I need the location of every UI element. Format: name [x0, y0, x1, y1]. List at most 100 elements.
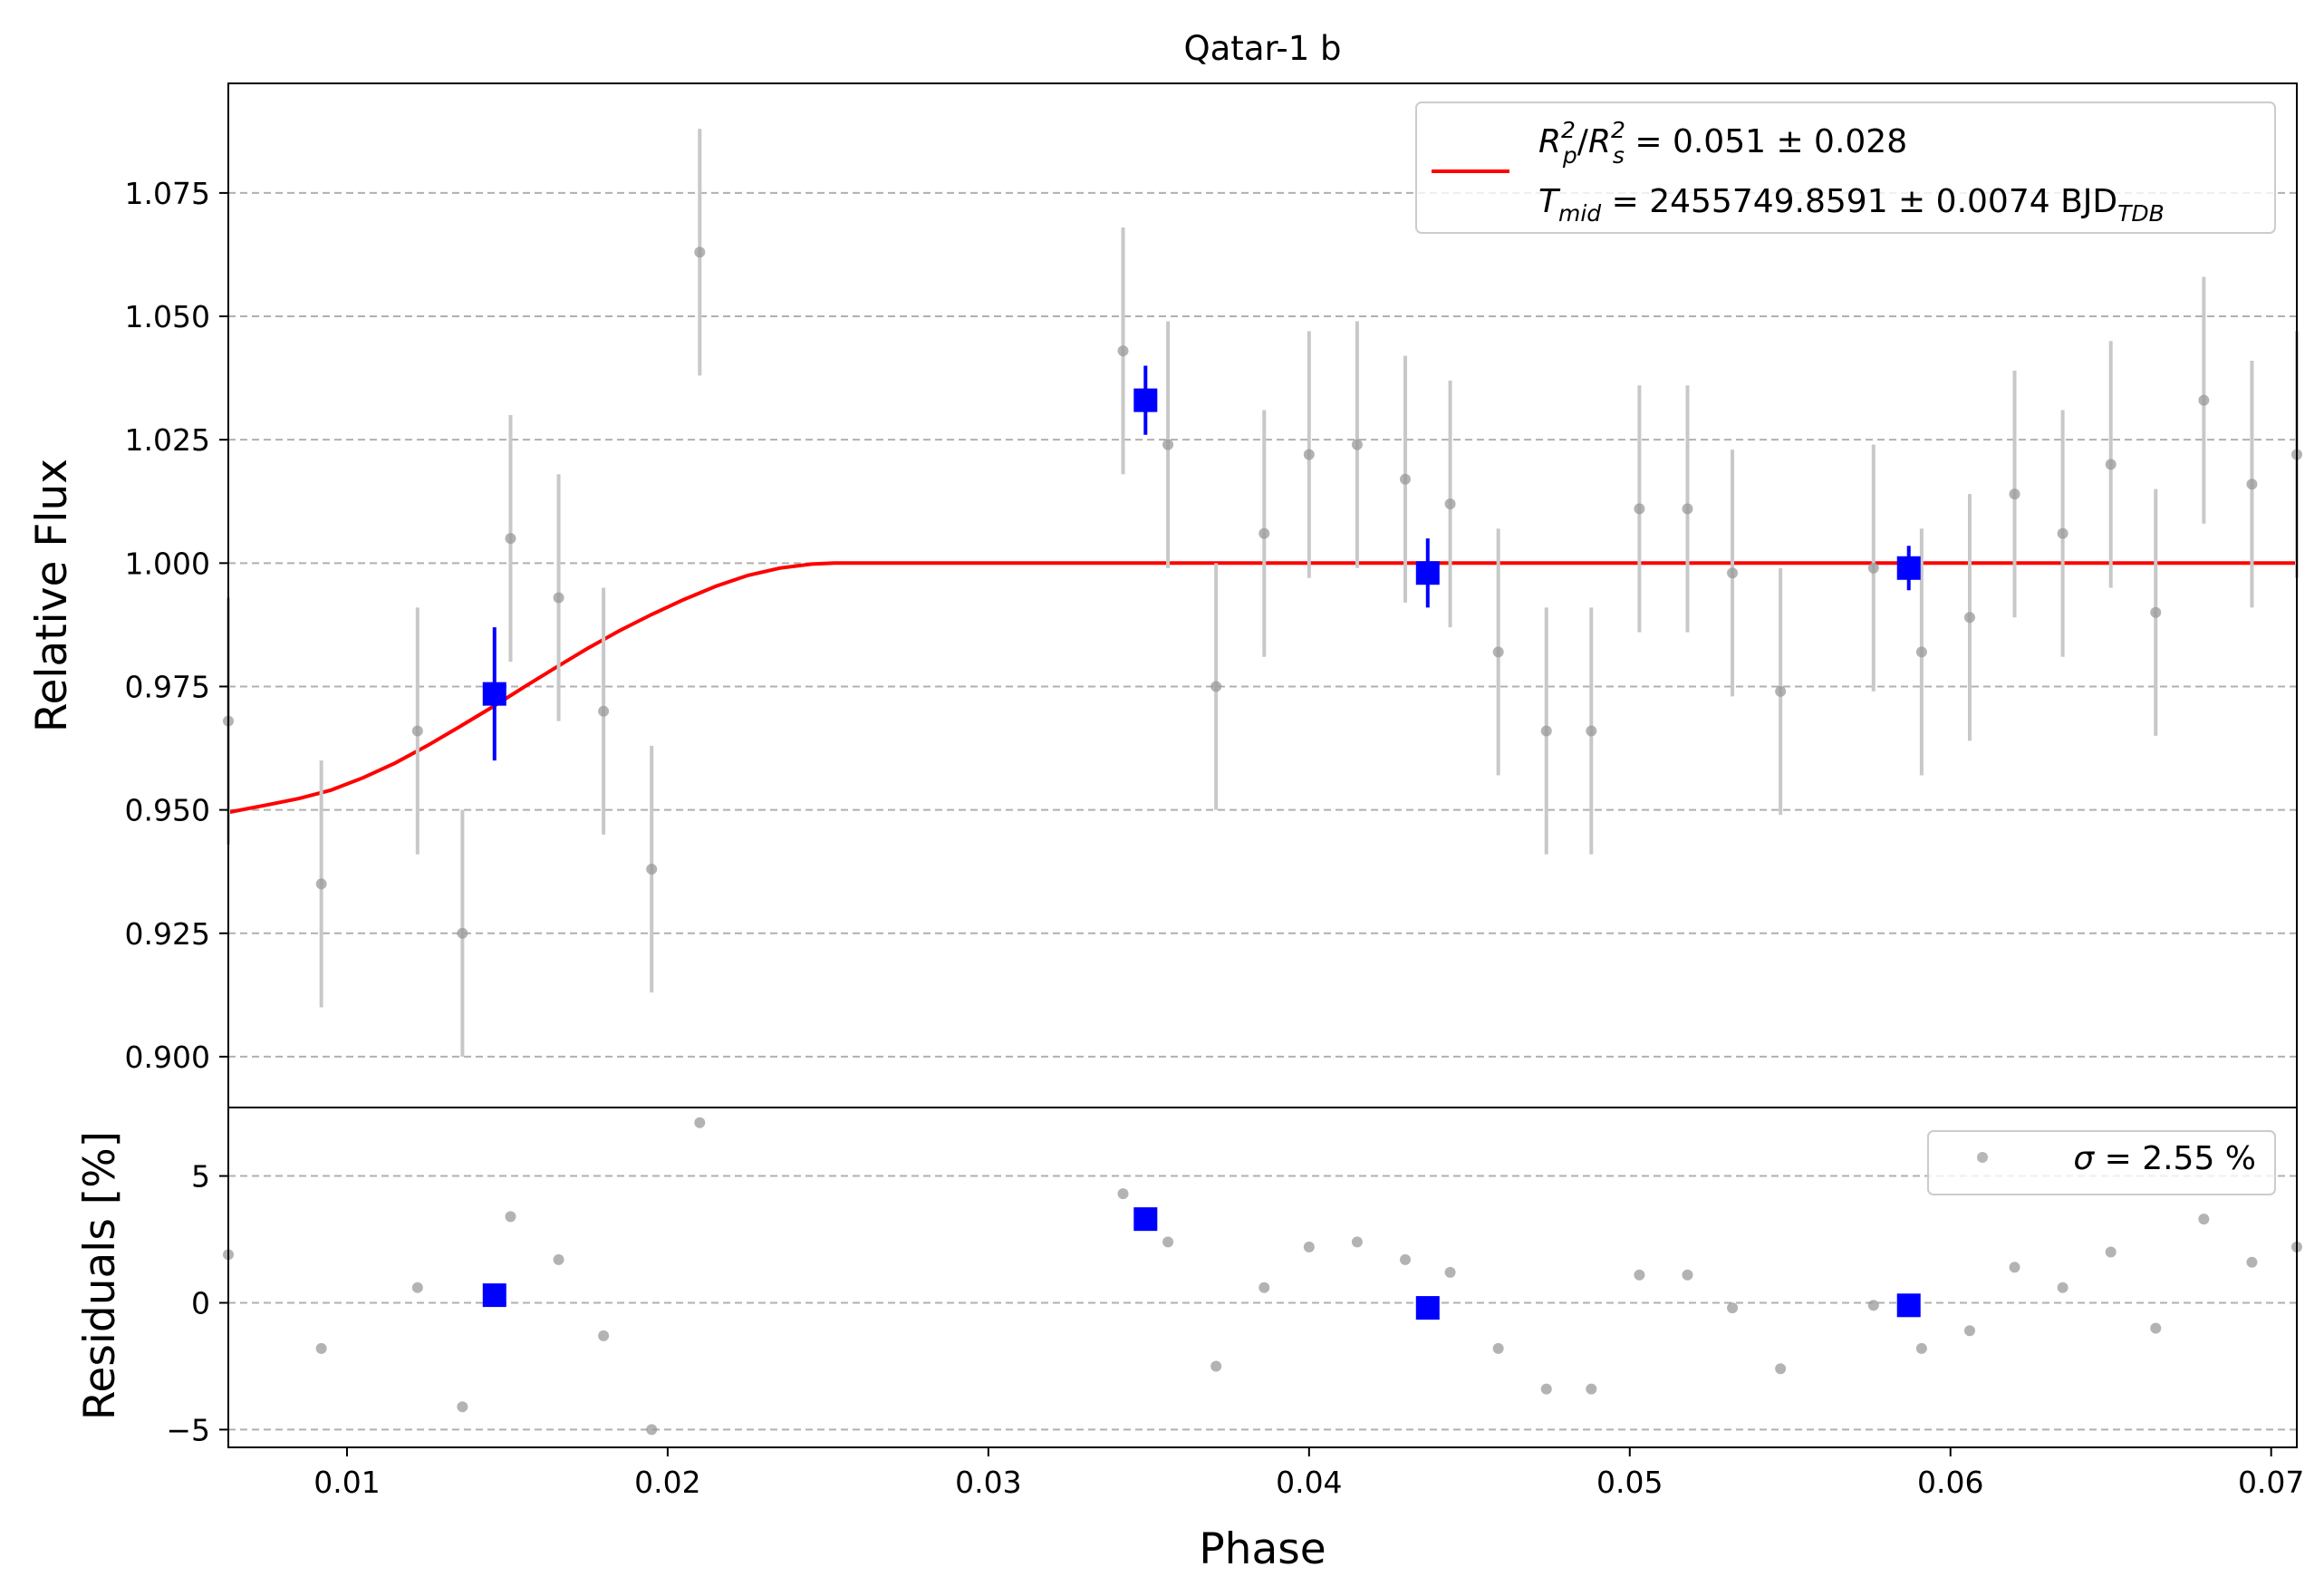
residual-point-marker: [1775, 1363, 1787, 1375]
flux-data-point: [1400, 355, 1412, 603]
flux-point-marker: [2150, 606, 2162, 618]
residual-point-marker: [1540, 1383, 1552, 1395]
flux-binned-marker: [1896, 556, 1921, 580]
flux-y-axis-label: Relative Flux: [27, 459, 77, 732]
chart-title: Qatar-1 b: [1184, 29, 1342, 68]
flux-data-point: [1586, 607, 1597, 855]
residual-point-marker: [2105, 1246, 2117, 1258]
legend-depth-value: = 0.051 ± 0.028: [1625, 123, 1907, 160]
residuals-binned-points: [482, 1207, 1921, 1320]
legend-tmid-sub: mid: [1558, 200, 1601, 227]
flux-binned-marker: [482, 682, 506, 706]
flux-point-marker: [411, 725, 423, 737]
flux-binned-point: [1133, 365, 1158, 435]
residual-point-marker: [457, 1401, 468, 1413]
flux-y-tick-label: 1.050: [125, 299, 210, 334]
flux-legend: R2 p/R2 s = 0.051 ± 0.028 Tmid = 2455749.8…: [1415, 102, 2276, 234]
legend-tmid-value: = 2455749.8591 ± 0.0074 BJD: [1601, 183, 2117, 220]
flux-data-point: [1117, 227, 1129, 475]
flux-y-tick-label: 0.925: [125, 916, 210, 952]
legend-sigma-entry: σ = 2.55 %: [2073, 1140, 2256, 1177]
flux-data-point: [2198, 276, 2210, 524]
flux-point-marker: [1963, 612, 1975, 624]
phase-x-tick-label: 0.05: [1596, 1465, 1663, 1500]
flux-point-marker: [457, 927, 468, 939]
flux-binned-points: [482, 365, 1921, 761]
flux-data-point: [2105, 341, 2117, 588]
flux-panel: 0.900 0.925 0.950 0.975 1.000 1.025 1.050 1.075…: [27, 29, 2302, 1108]
flux-data-point: [315, 760, 327, 1008]
residual-point-marker: [694, 1117, 706, 1128]
phase-x-tick-label: 0.04: [1276, 1465, 1342, 1500]
flux-data-point: [1444, 380, 1456, 628]
phase-x-ticks: 0.01 0.02 0.03 0.04 0.05 0.06 0.07: [313, 1447, 2304, 1500]
flux-y-tick-label: 1.000: [125, 546, 210, 581]
residual-point-marker: [1634, 1269, 1645, 1281]
residual-point-marker: [553, 1253, 564, 1265]
flux-point-marker: [553, 592, 564, 604]
flux-point-marker: [1162, 439, 1174, 450]
flux-point-marker: [694, 247, 706, 258]
flux-y-tick-label: 1.075: [125, 176, 210, 211]
residual-point-marker: [1963, 1325, 1975, 1337]
flux-point-marker: [1682, 503, 1693, 515]
residuals-legend-box: [1927, 1130, 2276, 1195]
residuals-y-tick-label: −5: [166, 1412, 210, 1447]
flux-point-marker: [315, 878, 327, 890]
flux-point-marker: [2009, 488, 2020, 500]
transit-model: [227, 561, 2297, 815]
flux-point-marker: [1586, 725, 1597, 737]
flux-point-marker: [1210, 681, 1222, 692]
residuals-y-axis-label: Residuals [%]: [75, 1131, 125, 1420]
flux-data-point: [1727, 450, 1739, 697]
legend-sigma-symbol: σ: [2073, 1140, 2095, 1177]
flux-point-marker: [1117, 345, 1129, 357]
legend-rp-symbol: R: [1538, 123, 1561, 160]
flux-data-point: [646, 745, 658, 993]
flux-point-marker: [1915, 646, 1927, 658]
flux-data-point: [1915, 528, 1927, 776]
residual-point-marker: [1867, 1300, 1879, 1311]
legend-tmid-entry: Tmid = 2455749.8591 ± 0.0074 BJDTDB: [1538, 183, 2165, 227]
flux-data-point: [1775, 567, 1787, 816]
flux-y-ticks: 0.900 0.925 0.950 0.975 1.000 1.025 1.050 1.075: [125, 176, 228, 1075]
flux-point-marker: [646, 863, 658, 875]
flux-binned-point: [482, 627, 506, 761]
flux-point-marker: [1351, 439, 1363, 450]
flux-point-marker: [1727, 567, 1739, 579]
legend-tmid-symbol: T: [1538, 183, 1561, 220]
residual-point-marker: [2246, 1256, 2258, 1268]
flux-point-marker: [1400, 473, 1412, 485]
legend-sigma-value: = 2.55 %: [2094, 1140, 2256, 1177]
flux-point-marker: [1867, 562, 1879, 574]
residual-point-marker: [1915, 1342, 1927, 1354]
residual-binned-marker: [1133, 1207, 1158, 1232]
residual-point-marker: [1117, 1188, 1129, 1200]
flux-data-point: [1682, 385, 1693, 633]
flux-data-point: [457, 809, 468, 1057]
legend-rs-sup: 2: [1611, 117, 1625, 143]
residual-point-marker: [411, 1282, 423, 1293]
flux-point-marker: [2105, 459, 2117, 470]
flux-point-marker: [2057, 527, 2068, 539]
legend-rp-sup: 2: [1561, 117, 1576, 143]
flux-point-marker: [598, 705, 610, 717]
flux-point-marker: [2198, 394, 2210, 406]
phase-x-tick-label: 0.06: [1917, 1465, 1983, 1500]
flux-data-point: [1492, 528, 1504, 776]
residual-point-marker: [1303, 1241, 1315, 1253]
flux-point-marker: [1444, 498, 1456, 509]
legend-residual-marker: [1977, 1152, 1988, 1163]
residual-point-marker: [505, 1211, 516, 1223]
flux-point-marker: [1634, 503, 1645, 515]
residual-point-marker: [646, 1424, 658, 1436]
residual-point-marker: [2198, 1214, 2210, 1225]
flux-point-marker: [1492, 646, 1504, 658]
flux-data-point: [505, 414, 516, 663]
residual-binned-marker: [1415, 1296, 1440, 1320]
residuals-y-ticks: −5 0 5: [166, 1159, 228, 1447]
legend-tmid-unit-sub: TDB: [2117, 200, 2165, 227]
flux-y-tick-label: 0.950: [125, 793, 210, 828]
